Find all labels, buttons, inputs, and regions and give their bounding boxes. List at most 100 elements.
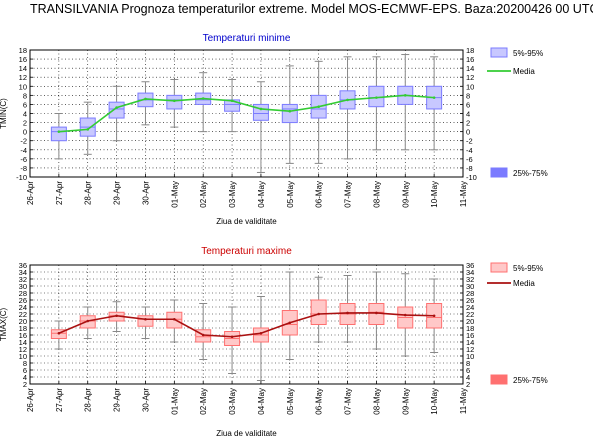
tmin-box-iqr bbox=[108, 101, 125, 119]
tmin-mean-point bbox=[201, 97, 205, 100]
tmin-legend-label-p5-p95: 5%-95% bbox=[513, 49, 543, 58]
tmax-ytick-label-right: 10 bbox=[466, 352, 474, 361]
tmax-legend-label-p25-p75: 25%-75% bbox=[513, 376, 548, 385]
tmax-mean-point bbox=[57, 331, 61, 335]
page-title: TRANSILVANIA Prognoza temperaturilor ext… bbox=[30, 2, 593, 16]
tmax-ytick-label-right: 22 bbox=[466, 310, 474, 319]
tmax-mean-point bbox=[432, 314, 436, 318]
tmin-ytick-label: 4 bbox=[23, 110, 27, 119]
tmin-ytick-label-right: 6 bbox=[466, 100, 470, 109]
tmin-xtick-label: 28-Apr bbox=[84, 181, 93, 205]
tmax-ytick-label-right: 4 bbox=[466, 373, 470, 382]
tmin-mean-point bbox=[259, 107, 263, 111]
tmax-ytick-label: 22 bbox=[19, 310, 27, 319]
tmin-mean-point bbox=[375, 96, 378, 99]
tmin-ytick-label-right: 16 bbox=[466, 55, 474, 64]
tmin-ytick-label: 10 bbox=[19, 82, 27, 91]
tmax-mean-point bbox=[403, 313, 407, 317]
tmax-ytick-label-right: 8 bbox=[466, 359, 470, 368]
tmin-ytick-label-right: 0 bbox=[466, 128, 470, 137]
tmax-xtick-label: 05-May bbox=[286, 388, 295, 415]
tmax-ytick-label: 26 bbox=[19, 296, 27, 305]
tmax-legend-label-p5-p95: 5%-95% bbox=[513, 264, 543, 273]
tmin-xtick-label: 04-May bbox=[257, 181, 266, 208]
tmax-plot-area bbox=[29, 264, 464, 385]
tmax-ytick-label: 4 bbox=[23, 373, 27, 382]
tmax-ytick-label-right: 2 bbox=[466, 380, 470, 389]
tmax-xtick-label: 29-Apr bbox=[113, 388, 122, 412]
tmax-ytick-label-right: 14 bbox=[466, 338, 474, 347]
tmax-xtick-label: 10-May bbox=[430, 388, 439, 415]
tmin-ytick-label-right: -6 bbox=[466, 155, 473, 164]
tmin-ytick-label-right: 10 bbox=[466, 82, 474, 91]
tmax-chart-title: Temperaturi maxime bbox=[201, 246, 292, 257]
tmin-xtick-label: 11-May bbox=[459, 181, 468, 207]
tmin-ytick-label: 2 bbox=[23, 119, 27, 128]
tmax-xtick-label: 03-May bbox=[228, 388, 237, 415]
tmax-mean-point bbox=[230, 335, 234, 339]
tmax-box-iqr bbox=[310, 299, 327, 325]
tmax-ytick-label-right: 30 bbox=[466, 282, 474, 291]
tmax-mean-point bbox=[259, 331, 263, 335]
tmin-ytick-label: -4 bbox=[20, 146, 27, 155]
tmin-legend-label-p25-p75: 25%-75% bbox=[513, 169, 548, 178]
tmin-ytick-label: -6 bbox=[20, 155, 27, 164]
tmin-mean-point bbox=[144, 97, 147, 101]
tmin-legend-swatch-p5-p95 bbox=[490, 47, 508, 58]
tmin-ytick-label: 16 bbox=[19, 55, 27, 64]
tmin-ytick-label-right: -10 bbox=[466, 173, 477, 182]
tmin-ytick-label: 0 bbox=[23, 128, 27, 137]
tmax-xtick-label: 06-May bbox=[315, 388, 324, 415]
tmax-xtick-label: 04-May bbox=[257, 388, 266, 415]
tmax-legend-swatch-p25-p75 bbox=[490, 374, 508, 385]
tmin-ytick-label-right: 14 bbox=[466, 64, 474, 73]
tmin-ytick-label-right: 12 bbox=[466, 73, 474, 82]
tmin-xtick-label: 06-May bbox=[315, 181, 324, 208]
tmin-ytick-label: 18 bbox=[19, 46, 27, 55]
tmin-y-axis-label: TMIN(C) bbox=[0, 98, 8, 129]
tmax-x-axis-label: Ziua de validitate bbox=[216, 429, 277, 438]
tmin-chart-title: Temperaturi minime bbox=[203, 33, 291, 44]
tmax-xtick-label: 08-May bbox=[372, 388, 381, 415]
tmax-ytick-label-right: 34 bbox=[466, 268, 474, 277]
tmin-mean-point bbox=[288, 109, 292, 113]
tmax-xtick-label: 30-Apr bbox=[141, 388, 150, 412]
tmin-mean-point bbox=[230, 99, 234, 103]
tmin-chart: Temperaturi minime-10 -10-8 -8-6 -6-4 -4-2 -2… bbox=[0, 33, 548, 226]
tmin-ytick-label: 8 bbox=[23, 91, 27, 100]
tmax-ytick-label-right: 20 bbox=[466, 317, 474, 326]
tmin-ytick-label-right: 8 bbox=[466, 91, 470, 100]
tmax-mean-point bbox=[86, 319, 90, 323]
tmax-ytick-label: 14 bbox=[19, 338, 27, 347]
tmax-y-axis-label: TMAX(C) bbox=[0, 308, 8, 342]
tmax-legend-label-mean: Media bbox=[513, 279, 535, 288]
tmax-mean-point bbox=[288, 321, 292, 325]
tmin-ytick-label: -10 bbox=[16, 173, 27, 182]
tmax-ytick-label: 2 bbox=[23, 380, 27, 389]
tmax-ytick-label-right: 24 bbox=[466, 303, 474, 312]
tmin-mean-point bbox=[115, 106, 118, 109]
tmin-box-iqr bbox=[50, 126, 67, 142]
tmin-ytick-label-right: -2 bbox=[466, 137, 473, 146]
tmin-ytick-label: 14 bbox=[19, 64, 27, 73]
tmax-mean-point bbox=[173, 317, 176, 321]
tmax-ytick-label: 10 bbox=[19, 352, 27, 361]
tmin-xtick-label: 05-May bbox=[286, 181, 295, 208]
tmax-ytick-label-right: 12 bbox=[466, 345, 474, 354]
tmax-mean-point bbox=[201, 333, 205, 337]
tmin-xtick-label: 26-Apr bbox=[26, 181, 35, 205]
tmax-mean-point bbox=[375, 311, 378, 315]
tmax-legend-swatch-p5-p95 bbox=[490, 262, 508, 273]
tmin-ytick-label: -2 bbox=[20, 137, 27, 146]
tmax-ytick-label-right: 26 bbox=[466, 296, 474, 305]
tmax-ytick-label: 34 bbox=[19, 268, 27, 277]
tmax-xtick-label: 01-May bbox=[170, 388, 179, 415]
tmin-x-axis-label: Ziua de validitate bbox=[216, 217, 277, 226]
tmax-xtick-label: 09-May bbox=[401, 388, 410, 415]
tmax-ytick-label: 20 bbox=[19, 317, 27, 326]
tmax-mean-point bbox=[144, 317, 147, 321]
tmax-mean-point bbox=[115, 314, 118, 318]
tmin-ytick-label: 6 bbox=[23, 100, 27, 109]
